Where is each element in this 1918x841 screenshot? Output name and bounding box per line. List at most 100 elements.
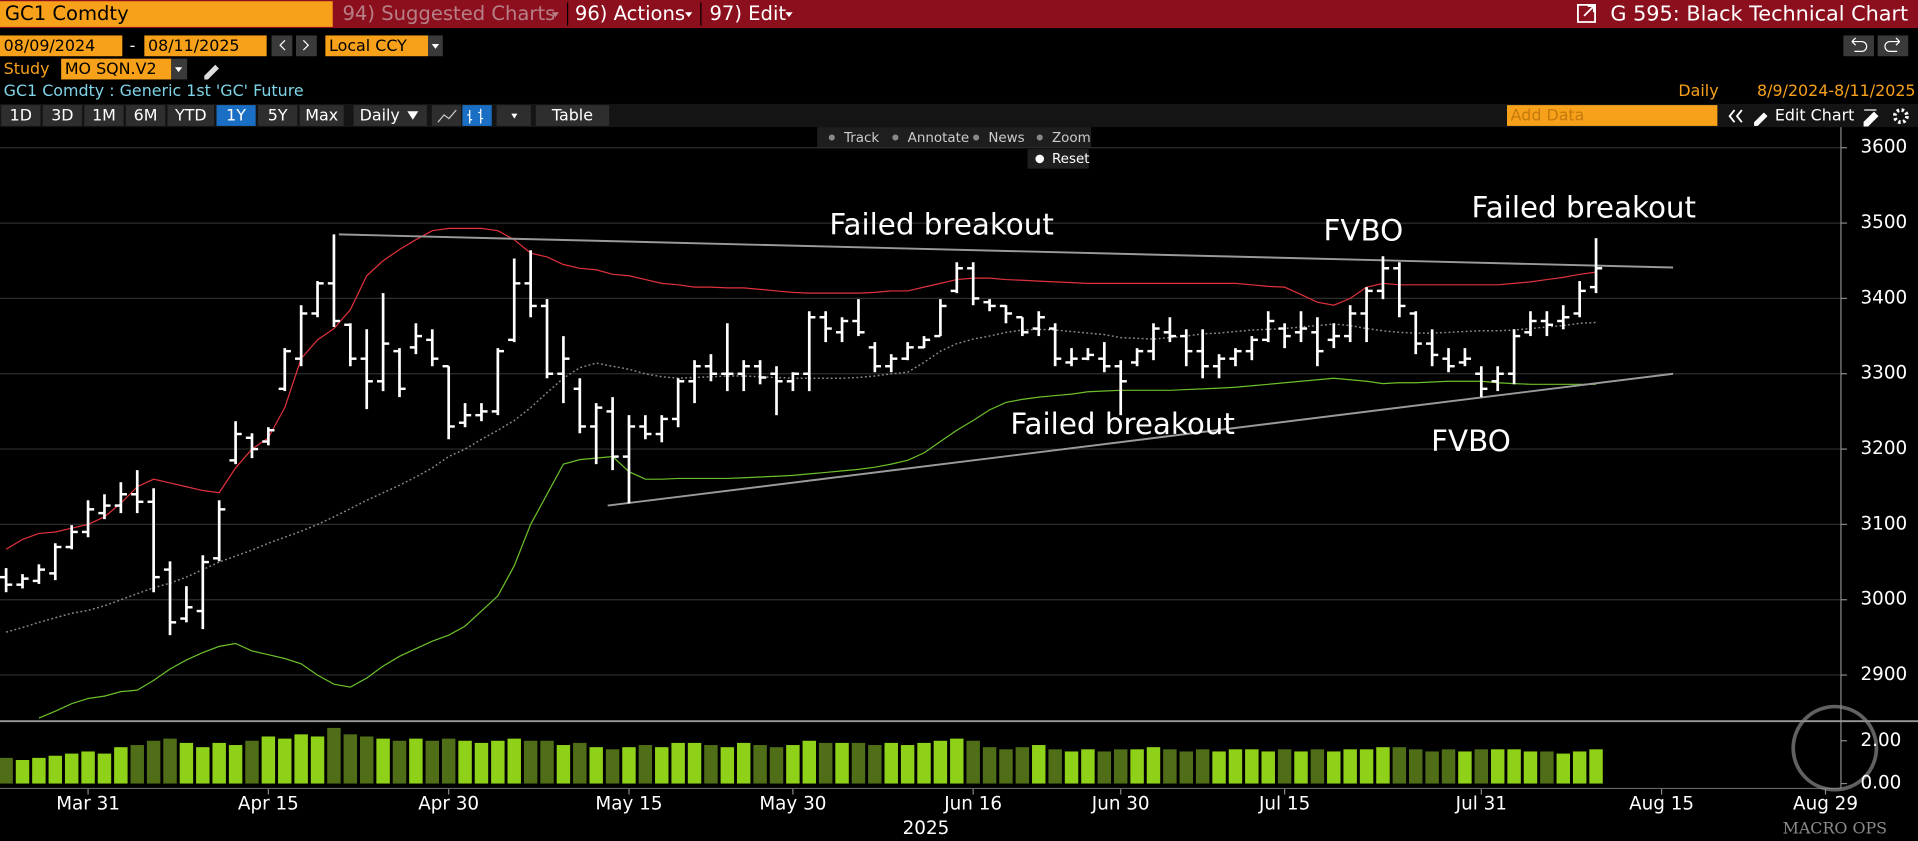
annotation: Failed breakout (829, 208, 1054, 242)
menu-item[interactable]: 97) Edit (709, 2, 786, 25)
volume-bar (1032, 745, 1046, 784)
volume-bar (753, 745, 767, 784)
period-button[interactable] (258, 105, 298, 126)
volume-bar (786, 745, 800, 784)
volume-bar (392, 740, 407, 784)
volume-bar (687, 742, 702, 784)
security-description: GC1 Comdty : Generic 1st 'GC' Future (4, 81, 304, 100)
launch-icon[interactable] (1577, 3, 1596, 23)
volume-bar (884, 742, 898, 784)
caret (511, 113, 518, 119)
tool-label[interactable]: News (988, 131, 1024, 146)
volume-bar (294, 734, 308, 784)
bar-chart-button[interactable] (462, 105, 492, 126)
volume-bar (1507, 749, 1521, 784)
volume-bar (1376, 747, 1390, 784)
bar-icon (467, 108, 484, 124)
x-tick-label: Jun 16 (943, 793, 1002, 814)
volume-bar (48, 755, 63, 784)
period-label: YTD (174, 106, 207, 125)
period-label: Max (305, 106, 338, 125)
volume-bar (1113, 749, 1128, 784)
volume-bar (1310, 749, 1325, 784)
trendline (338, 233, 1674, 269)
tool-label[interactable]: Annotate (908, 131, 970, 146)
volume-bar (1343, 749, 1357, 784)
edit-icon[interactable] (1863, 109, 1879, 127)
y-tick-label: 3500 (1861, 212, 1908, 233)
arrow-icon (302, 39, 310, 51)
screen-title: G 595: Black Technical Chart (1610, 2, 1908, 26)
tool-label[interactable]: Track (843, 131, 879, 146)
volume-bar (425, 740, 440, 784)
redo-button[interactable] (1877, 35, 1909, 57)
period-button[interactable] (84, 105, 124, 126)
period-button[interactable] (1, 105, 41, 126)
volume-bar (655, 747, 669, 784)
volume-bar (491, 740, 505, 784)
end-date: 08/11/2025 (148, 36, 240, 55)
volume-bar (1146, 747, 1161, 784)
period-button[interactable] (167, 105, 215, 126)
indicator-line (38, 377, 1597, 719)
period-button[interactable] (42, 105, 82, 126)
volume-bar (458, 740, 472, 784)
volume-bar (769, 747, 784, 784)
tool-label[interactable]: Zoom (1052, 131, 1091, 146)
ticker-input[interactable] (0, 1, 333, 27)
period-button[interactable] (125, 105, 166, 126)
volume-bar (1097, 751, 1112, 784)
currency-select[interactable] (325, 35, 429, 57)
next-button[interactable] (296, 35, 317, 57)
table-label: Table (551, 106, 593, 125)
currency: Local CCY (329, 36, 407, 55)
volume-bar (556, 745, 571, 784)
reset-icon (1035, 154, 1045, 164)
date-range: 8/9/2024-8/11/2025 (1757, 81, 1915, 100)
interval-select[interactable] (353, 105, 427, 126)
period-label: 5Y (268, 106, 288, 125)
settings-icon[interactable] (1892, 108, 1909, 125)
period-button[interactable] (216, 105, 256, 126)
annotation: FVBO (1324, 214, 1404, 248)
line-chart-button[interactable] (431, 105, 462, 126)
volume-bar (1195, 749, 1210, 784)
volume-bar (1409, 749, 1423, 784)
volume-bar (278, 738, 292, 784)
y-tick-label: 3600 (1861, 137, 1908, 158)
volume-bar (1523, 751, 1538, 784)
date-input[interactable] (144, 35, 267, 57)
study-select[interactable] (61, 58, 172, 80)
menu-item[interactable]: 94) Suggested Charts (343, 2, 556, 25)
volume-bar (163, 738, 177, 784)
volume-bar (1490, 749, 1505, 784)
volume-bar (1540, 751, 1554, 784)
date-input[interactable] (0, 35, 123, 57)
edit-chart[interactable]: Edit Chart (1775, 106, 1854, 125)
volume-bar (1458, 751, 1472, 784)
annotation: Failed breakout (1010, 407, 1235, 441)
tool-items: Track Annotate News Zoom (828, 131, 1091, 146)
caret (551, 12, 560, 18)
x-tick-label: Jul 31 (1455, 793, 1507, 814)
tool-icon (1036, 134, 1043, 141)
add-data-input[interactable] (1507, 105, 1718, 126)
volume-bar (1048, 749, 1062, 784)
undo-button[interactable] (1843, 35, 1874, 57)
volume-bar (1228, 749, 1243, 784)
menu-item[interactable]: 96) Actions (575, 2, 685, 25)
pencil-icon[interactable] (204, 64, 219, 80)
volume-bar (999, 749, 1013, 784)
tool-icon (973, 134, 980, 141)
prev-button[interactable] (271, 35, 293, 57)
period-button[interactable] (299, 105, 344, 126)
annotation: Failed breakout (1472, 191, 1697, 225)
reset-button[interactable] (1027, 149, 1089, 169)
period-label: 1Y (226, 106, 246, 125)
volume-bar (1261, 751, 1275, 784)
collapse-icon[interactable] (1728, 109, 1743, 123)
volume-bar (409, 738, 423, 784)
volume-bar (261, 736, 276, 784)
table-button[interactable] (535, 105, 610, 126)
volume-bar (32, 757, 46, 784)
